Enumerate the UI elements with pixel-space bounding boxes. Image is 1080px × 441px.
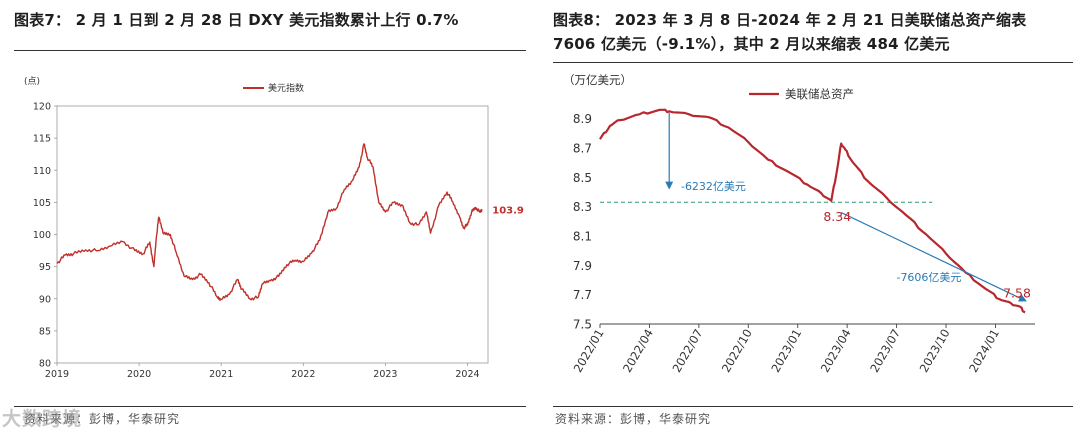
x-tick-label-5: 2023/04 [818,327,854,375]
y-tick-label-0: 7.5 [573,318,592,332]
x-tick-label-0: 2022/01 [571,327,607,375]
x-tick-label-0: 2019 [45,369,69,380]
annotation-last-value: 103.9 [492,205,524,216]
y-tick-label-3: 95 [39,262,51,273]
x-tick-label-2: 2022/07 [669,327,705,375]
x-tick-label-1: 2020 [127,369,151,380]
left-chart-title: 图表7： 2 月 1 日到 2 月 28 日 DXY 美元指数累计上行 0.7% [14,11,459,29]
left-chart-panel: 图表7： 2 月 1 日到 2 月 28 日 DXY 美元指数累计上行 0.7%… [0,0,538,441]
annotation-decline-7606: -7606亿美元 [896,271,961,284]
y-axis-label: （万亿美元） [563,73,632,87]
x-tick-label-4: 2023 [373,369,397,380]
fed-assets-series-line [599,108,1026,314]
left-title-rule [14,50,526,51]
y-tick-label-5: 105 [33,198,51,209]
legend-label: 美联储总资产 [785,87,854,101]
y-tick-label-3: 8.1 [573,230,592,244]
left-source-note: 资料来源：彭博，华泰研究 [24,412,181,426]
y-tick-label-2: 90 [39,294,51,305]
y-tick-label-7: 8.9 [573,112,592,126]
x-tick-label-3: 2022 [291,369,315,380]
right-title-rule [553,62,1073,63]
x-tick-label-6: 2023/07 [867,327,903,375]
left-bottom-rule [14,406,526,407]
x-tick-label-1: 2022/04 [620,327,656,375]
fed-assets-line-chart: （万亿美元） 7.5 7.7 7.9 8.1 8.3 8.5 8.7 8.9 2022/01 202… [563,73,1035,375]
y-tick-label-5: 8.5 [573,171,592,185]
x-tick-label-8: 2024/01 [966,327,1002,375]
right-chart-title: 图表8： 2023 年 3 月 8 日-2024 年 2 月 21 日美联储总资… [553,11,1027,53]
annotation-decline-6232: -6232亿美元 [681,180,746,193]
right-chart-panel: 图表8： 2023 年 3 月 8 日-2024 年 2 月 21 日美联储总资… [545,0,1080,441]
dxy-series-line [56,143,483,301]
y-tick-label-6: 110 [33,166,51,177]
y-tick-label-1: 7.7 [573,288,592,302]
x-tick-label-4: 2023/01 [768,327,804,375]
y-tick-label-6: 8.7 [573,142,592,156]
dxy-line-chart: (点) 80 85 90 95 100 105 110 115 120 2019 2020 2021 20… [24,76,524,380]
y-axis-label: (点) [24,76,40,87]
y-tick-label-7: 115 [33,134,51,145]
legend-label: 美元指数 [268,82,304,94]
annotation-low-8-34: 8.34 [823,209,851,224]
y-tick-label-1: 85 [39,326,51,337]
annotation-last-7-58: 7.58 [1003,285,1031,300]
y-tick-label-4: 8.3 [573,200,592,214]
x-tick-label-3: 2022/10 [719,327,755,375]
arrow-second-decline [840,211,1027,302]
y-tick-label-8: 120 [33,102,51,113]
x-tick-label-2: 2021 [209,369,233,380]
y-tick-label-2: 7.9 [573,259,592,273]
right-source-note: 资料来源：彭博，华泰研究 [555,412,712,426]
right-bottom-rule [553,406,1073,407]
x-tick-label-5: 2024 [455,369,479,380]
x-tick-label-7: 2023/10 [917,327,953,375]
plot-frame [56,105,489,364]
y-tick-label-0: 80 [39,359,51,370]
watermark-logo: 大数跨境 [2,408,83,430]
y-tick-label-4: 100 [33,230,51,241]
